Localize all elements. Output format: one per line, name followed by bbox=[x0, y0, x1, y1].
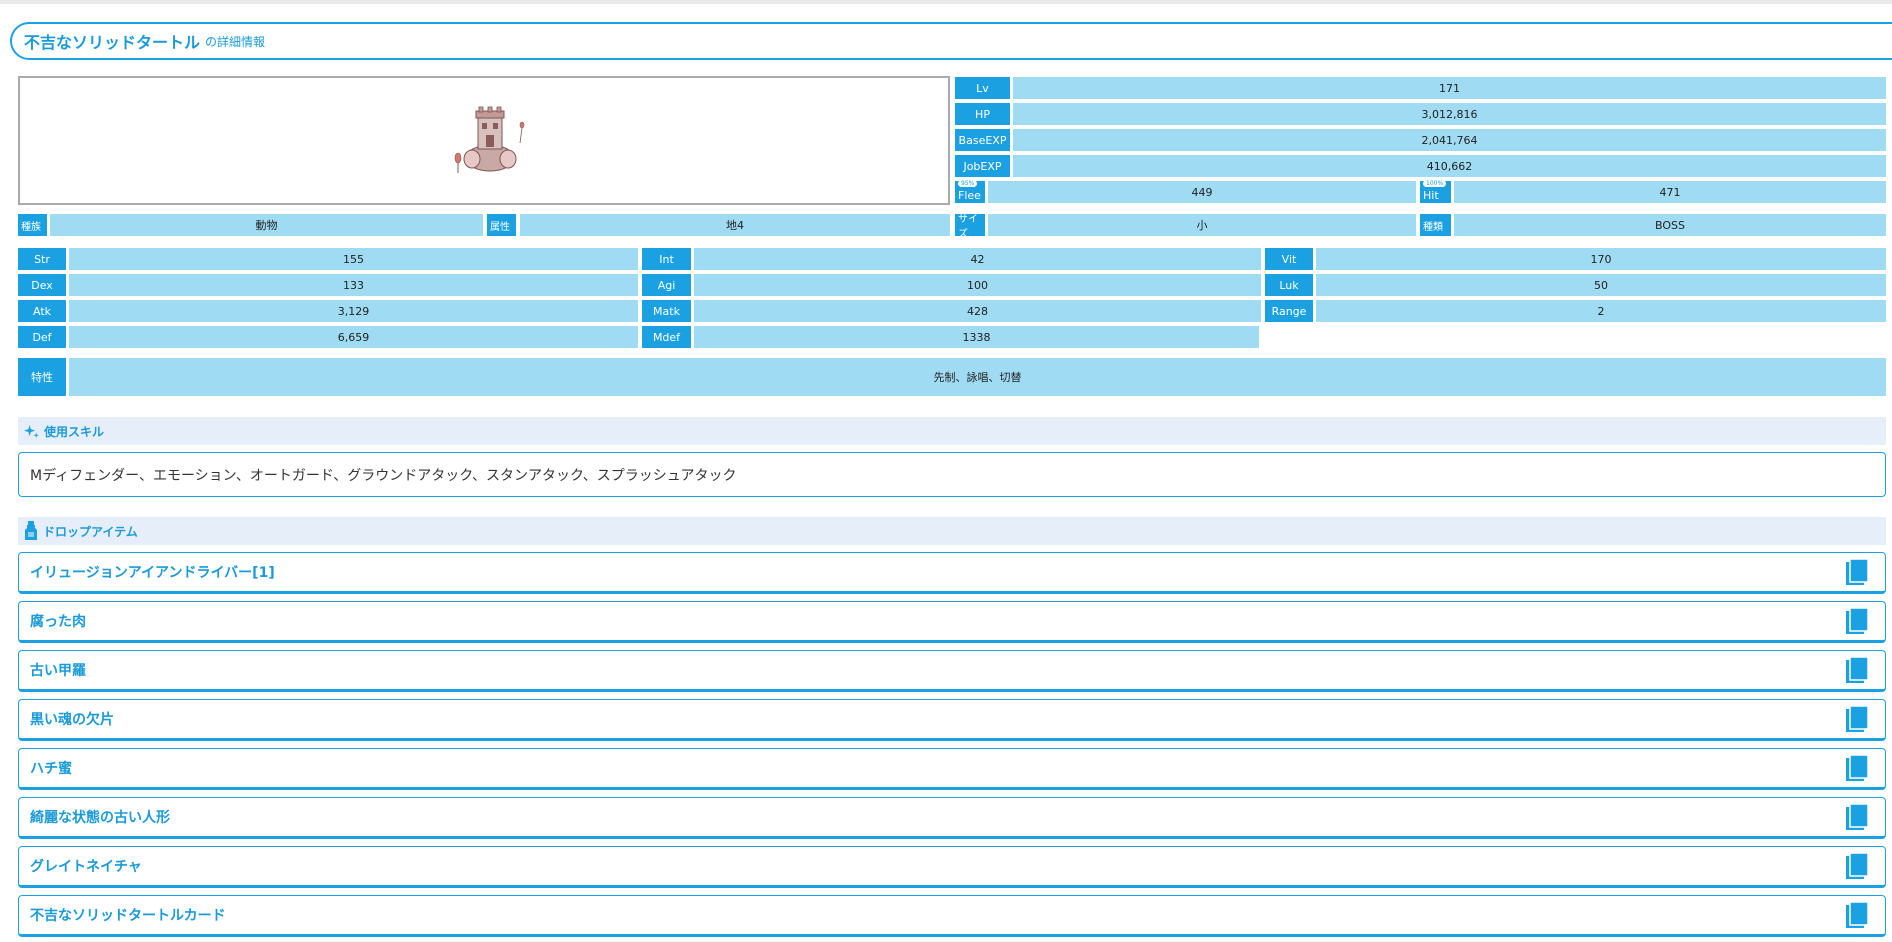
page-title: 不吉なソリッドタートル の詳細情報 bbox=[10, 22, 1892, 60]
vit-value: 170 bbox=[1316, 248, 1886, 270]
hit-label-text: Hit bbox=[1423, 189, 1439, 202]
drops-heading: ドロップアイテム bbox=[43, 524, 138, 539]
job-exp-value: 410,662 bbox=[1013, 155, 1886, 177]
vit-label: Vit bbox=[1265, 248, 1313, 270]
dex-label: Dex bbox=[18, 274, 66, 296]
drop-item[interactable]: 腐った肉 bbox=[18, 601, 1886, 643]
lv-label: Lv bbox=[955, 77, 1010, 99]
drop-item-name[interactable]: 古い甲羅 bbox=[30, 663, 86, 679]
size-value: 小 bbox=[988, 214, 1416, 236]
sparkle-icon bbox=[24, 424, 39, 438]
skills-section-header: 使用スキル bbox=[18, 417, 1886, 445]
int-value: 42 bbox=[694, 248, 1261, 270]
mdef-label: Mdef bbox=[642, 326, 691, 348]
hit-label: 100% Hit bbox=[1420, 180, 1451, 203]
matk-label: Matk bbox=[642, 300, 691, 322]
monster-sprite bbox=[454, 106, 525, 173]
type-label: 種類 bbox=[1420, 214, 1451, 236]
drop-item[interactable]: グレイトネイチャ bbox=[18, 846, 1886, 888]
drop-item-name[interactable]: 不吉なソリッドタートルカード bbox=[30, 908, 226, 924]
job-exp-label: JobEXP bbox=[955, 155, 1010, 177]
hit-badge: 100% bbox=[1423, 180, 1447, 187]
top-divider bbox=[0, 0, 1892, 4]
monster-name: 不吉なソリッドタートル bbox=[24, 33, 201, 52]
book-icon[interactable] bbox=[1846, 559, 1868, 585]
int-label: Int bbox=[642, 248, 691, 270]
flee-value: 449 bbox=[988, 181, 1416, 203]
mdef-value: 1338 bbox=[694, 326, 1259, 348]
type-value: BOSS bbox=[1454, 214, 1886, 236]
drops-section-header: ドロップアイテム bbox=[18, 517, 1886, 545]
drop-item-name[interactable]: イリュージョンアイアンドライバー[1] bbox=[30, 565, 275, 581]
flee-label: 95% Flee bbox=[955, 180, 985, 203]
monster-image-frame bbox=[18, 76, 950, 205]
element-value: 地4 bbox=[520, 214, 950, 236]
flee-label-text: Flee bbox=[958, 189, 981, 202]
base-exp-value: 2,041,764 bbox=[1013, 129, 1886, 151]
drop-item[interactable]: イリュージョンアイアンドライバー[1] bbox=[18, 552, 1886, 594]
str-value: 155 bbox=[69, 248, 638, 270]
race-label: 種族 bbox=[18, 214, 47, 236]
drop-item-name[interactable]: グレイトネイチャ bbox=[30, 859, 142, 875]
book-icon[interactable] bbox=[1846, 706, 1868, 732]
luk-value: 50 bbox=[1316, 274, 1886, 296]
agi-label: Agi bbox=[642, 274, 691, 296]
base-exp-label: BaseEXP bbox=[955, 129, 1010, 151]
drop-item[interactable]: 黒い魂の欠片 bbox=[18, 699, 1886, 741]
agi-value: 100 bbox=[694, 274, 1261, 296]
drop-item[interactable]: ハチ蜜 bbox=[18, 748, 1886, 790]
book-icon[interactable] bbox=[1846, 608, 1868, 634]
atk-value: 3,129 bbox=[69, 300, 638, 322]
str-label: Str bbox=[18, 248, 66, 270]
drop-item-name[interactable]: 黒い魂の欠片 bbox=[30, 712, 114, 728]
drop-item-name[interactable]: 綺麗な状態の古い人形 bbox=[30, 810, 170, 826]
book-icon[interactable] bbox=[1846, 902, 1868, 928]
hit-value: 471 bbox=[1454, 181, 1886, 203]
flee-badge: 95% bbox=[958, 180, 978, 187]
potion-icon bbox=[25, 521, 37, 540]
def-label: Def bbox=[18, 326, 66, 348]
drop-item[interactable]: 綺麗な状態の古い人形 bbox=[18, 797, 1886, 839]
trait-value: 先制、詠唱、切替 bbox=[69, 358, 1886, 396]
luk-label: Luk bbox=[1265, 274, 1313, 296]
def-value: 6,659 bbox=[69, 326, 638, 348]
hp-label: HP bbox=[955, 103, 1010, 125]
size-label: サイズ bbox=[955, 214, 985, 240]
book-icon[interactable] bbox=[1846, 657, 1868, 683]
atk-label: Atk bbox=[18, 300, 66, 322]
drop-item-name[interactable]: ハチ蜜 bbox=[30, 761, 72, 777]
drop-item[interactable]: 不吉なソリッドタートルカード bbox=[18, 895, 1886, 937]
skills-list: Mディフェンダー、エモーション、オートガード、グラウンドアタック、スタンアタック… bbox=[18, 452, 1886, 497]
matk-value: 428 bbox=[694, 300, 1261, 322]
hp-value: 3,012,816 bbox=[1013, 103, 1886, 125]
book-icon[interactable] bbox=[1846, 804, 1868, 830]
race-value: 動物 bbox=[50, 214, 483, 236]
book-icon[interactable] bbox=[1846, 755, 1868, 781]
title-suffix: の詳細情報 bbox=[205, 34, 266, 49]
dex-value: 133 bbox=[69, 274, 638, 296]
range-value: 2 bbox=[1316, 300, 1886, 322]
skills-heading: 使用スキル bbox=[44, 424, 105, 439]
drop-item-name[interactable]: 腐った肉 bbox=[30, 614, 86, 630]
trait-label: 特性 bbox=[18, 358, 66, 396]
element-label: 属性 bbox=[487, 214, 516, 236]
book-icon[interactable] bbox=[1846, 853, 1868, 879]
range-label: Range bbox=[1265, 300, 1313, 322]
lv-value: 171 bbox=[1013, 77, 1886, 99]
drop-item[interactable]: 古い甲羅 bbox=[18, 650, 1886, 692]
